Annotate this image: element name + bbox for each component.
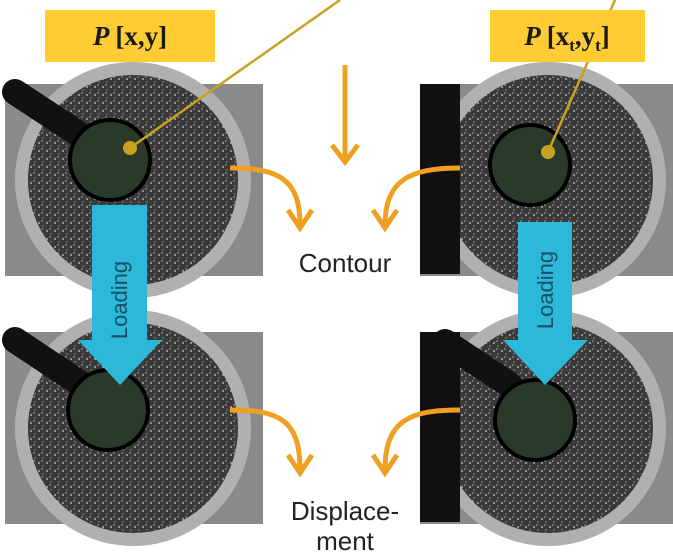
label-part: ,y [575, 21, 596, 51]
loading-label: Loading [107, 261, 132, 339]
label-part: [x,y] [115, 21, 167, 51]
displacement-label: ment [316, 526, 375, 556]
label-part: P [523, 21, 541, 51]
page: Loading Loading P[x,y] P[xt,yt] Contour … [0, 0, 673, 557]
label-part: [x [547, 21, 570, 51]
displacement-label: Displace- [291, 496, 399, 526]
loading-label: Loading [533, 251, 558, 329]
contour-label: Contour [299, 248, 392, 278]
point-marker [123, 141, 137, 155]
label-part: ] [601, 21, 610, 51]
point-label: P[x,y] [92, 21, 167, 51]
point-marker [541, 145, 555, 159]
diagram: Loading Loading P[x,y] P[xt,yt] Contour … [0, 0, 673, 557]
label-part: P [92, 21, 110, 51]
